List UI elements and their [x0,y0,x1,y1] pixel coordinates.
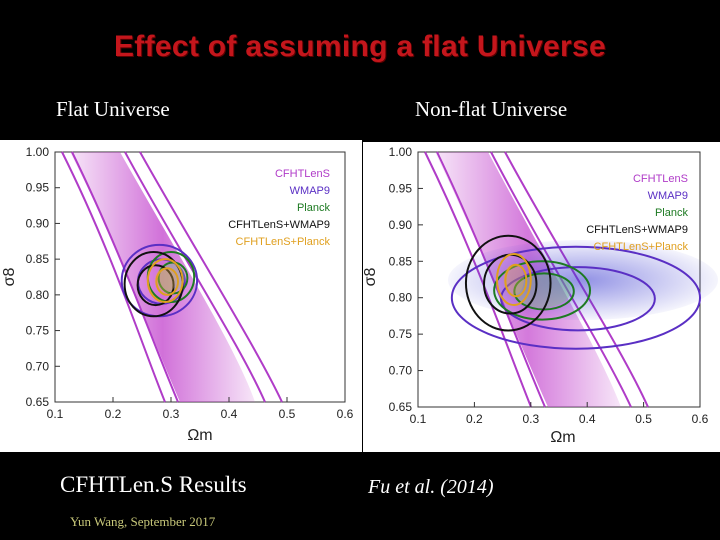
planck-contour-outer [493,260,592,321]
x-tick-label: 0.1 [410,412,427,426]
wmap9-contour-outer [450,245,701,350]
cfhtlens-planck-fill [154,267,176,294]
legend: CFHTLenS WMAP9 Planck CFHTLenS+WMAP9 CFH… [228,168,330,248]
legend-cfhtlens-wmap9: CFHTLenS+WMAP9 [228,219,330,231]
flat-universe-chart: 0.1 0.2 0.3 0.4 0.5 0.6 0.65 0.70 0.75 0.80 0.85 0.… [1,145,354,444]
legend-wmap9: WMAP9 [290,185,330,197]
x-tick-label: 0.2 [466,412,483,426]
wmap9-contour-inner [499,266,656,332]
cfhtlens-planck-contour-inner [504,263,528,298]
contours-group [450,234,701,350]
x-tick-label: 0.4 [579,412,596,426]
x-tick-label: 0.3 [522,412,539,426]
y-tick-label: 0.80 [389,291,413,305]
x-tick-label: 0.5 [635,412,652,426]
cfhtlens-contour-inner-left [71,151,179,403]
legend: CFHTLenS WMAP9 Planck CFHTLenS+WMAP9 CFH… [586,173,688,253]
nonflat-universe-chart-panel: 0.1 0.2 0.3 0.4 0.5 0.6 0.65 0.70 0.75 0.80 0.85 0.… [362,142,720,452]
nonflat-universe-chart: 0.1 0.2 0.3 0.4 0.5 0.6 0.65 0.70 0.75 0.80 0.85 0.… [362,145,718,446]
y-tick-label: 0.90 [26,216,50,230]
subtitle-flat: Flat Universe [56,97,170,121]
legend-cfhtlens-planck: CFHTLenS+Planck [594,241,689,253]
caption-cfhtlens-results: CFHTLen.S Results [60,472,247,497]
y-tick-label: 0.80 [26,288,50,302]
x-tick-label: 0.3 [163,407,180,421]
caption-fu-et-al: Fu et al. (2014) [368,476,494,498]
y-tick-label: 0.65 [26,395,50,409]
y-axis-label: σ8 [1,268,18,287]
x-axis-label: Ωm [550,429,575,446]
legend-cfhtlens: CFHTLenS [275,168,330,180]
slide-title: Effect of assuming a flat Universe [113,30,606,63]
legend-cfhtlens: CFHTLenS [633,173,688,185]
y-tick-label: 0.90 [389,218,413,232]
y-tick-label: 0.70 [26,359,50,373]
x-tick-label: 0.2 [105,407,122,421]
legend-planck: Planck [655,207,689,219]
y-tick-label: 0.85 [26,252,50,266]
footer-author-date: Yun Wang, September 2017 [70,514,216,529]
y-tick-label: 0.85 [389,254,413,268]
cfhtlens-band [70,152,255,402]
planck-fill [513,272,571,308]
axes-group: 0.1 0.2 0.3 0.4 0.5 0.6 0.65 0.70 0.75 0.80 0.85 0.… [26,145,354,421]
x-tick-label: 0.6 [337,407,354,421]
legend-planck: Planck [297,202,331,214]
y-tick-label: 0.95 [26,181,50,195]
cfhtlens-contour-outer-right [139,151,283,403]
cfhtlens-planck-contour-outer [146,258,184,303]
x-tick-label: 0.4 [221,407,238,421]
y-tick-label: 0.70 [389,364,413,378]
cfhtlens-planck-fill [503,264,525,295]
x-tick-label: 0.6 [692,412,709,426]
legend-wmap9: WMAP9 [648,190,688,202]
flat-universe-chart-panel: 0.1 0.2 0.3 0.4 0.5 0.6 0.65 0.70 0.75 0.80 0.85 0.… [0,140,362,452]
cfhtlens-planck-contour-outer [495,253,532,306]
subtitle-nonflat: Non-flat Universe [415,97,568,121]
x-tick-label: 0.5 [279,407,296,421]
axes-group: 0.1 0.2 0.3 0.4 0.5 0.6 0.65 0.70 0.75 0.80 0.85 0.… [389,145,709,426]
y-axis-label: σ8 [363,268,379,287]
cfhtlens-wmap9-contour-outer [464,234,552,332]
y-tick-label: 1.00 [389,145,413,159]
y-tick-label: 1.00 [26,145,50,159]
wmap9-fill [448,240,718,320]
contours-group [120,243,199,318]
legend-cfhtlens-planck: CFHTLenS+Planck [236,236,331,248]
y-tick-label: 0.65 [389,400,413,414]
cfhtlens-contour-inner-right [124,151,266,403]
y-tick-label: 0.95 [389,181,413,195]
y-tick-label: 0.75 [389,327,413,341]
cfhtlens-wmap9-contour-inner [136,264,175,307]
x-axis-label: Ωm [187,427,212,444]
x-tick-label: 0.1 [47,407,64,421]
cfhtlens-planck-contour-inner [155,267,179,296]
y-tick-label: 0.75 [26,324,50,338]
legend-cfhtlens-wmap9: CFHTLenS+WMAP9 [586,224,688,236]
